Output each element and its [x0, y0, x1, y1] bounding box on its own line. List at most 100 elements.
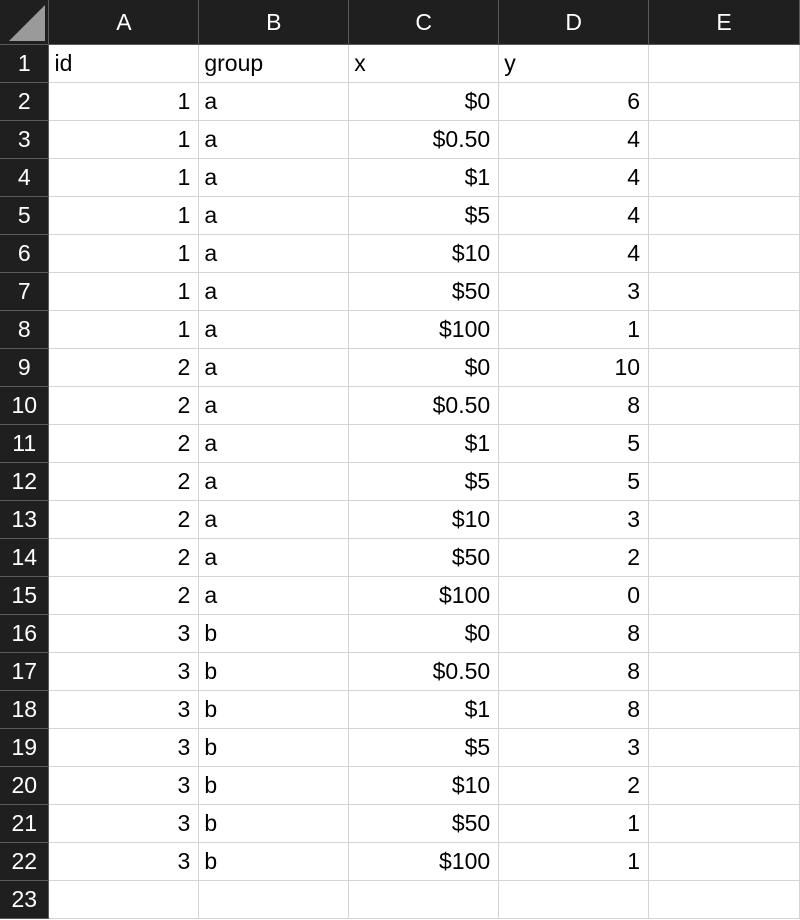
- row-header[interactable]: 17: [0, 652, 50, 691]
- cell[interactable]: a: [198, 500, 350, 539]
- cell[interactable]: 8: [498, 614, 650, 653]
- cell[interactable]: $5: [348, 196, 500, 235]
- cell[interactable]: b: [198, 766, 350, 805]
- cell[interactable]: 0: [498, 576, 650, 615]
- cell[interactable]: [648, 500, 800, 539]
- cell[interactable]: 2: [48, 538, 200, 577]
- cell[interactable]: 8: [498, 690, 650, 729]
- cell[interactable]: [648, 614, 800, 653]
- cell[interactable]: id: [48, 44, 200, 83]
- cell[interactable]: [648, 196, 800, 235]
- cell[interactable]: a: [198, 82, 350, 121]
- cell[interactable]: 8: [498, 652, 650, 691]
- cell[interactable]: [48, 880, 200, 919]
- cell[interactable]: 1: [498, 804, 650, 843]
- cell[interactable]: 10: [498, 348, 650, 387]
- cell[interactable]: [648, 842, 800, 881]
- row-header[interactable]: 18: [0, 690, 50, 729]
- cell[interactable]: 3: [498, 500, 650, 539]
- cell[interactable]: $5: [348, 728, 500, 767]
- cell[interactable]: [198, 880, 350, 919]
- cell[interactable]: $10: [348, 766, 500, 805]
- row-header[interactable]: 13: [0, 500, 50, 539]
- cell[interactable]: a: [198, 462, 350, 501]
- row-header[interactable]: 20: [0, 766, 50, 805]
- cell[interactable]: $0.50: [348, 386, 500, 425]
- row-header[interactable]: 9: [0, 348, 50, 387]
- cell[interactable]: $50: [348, 804, 500, 843]
- cell[interactable]: 1: [48, 234, 200, 273]
- cell[interactable]: $50: [348, 538, 500, 577]
- cell[interactable]: 3: [48, 766, 200, 805]
- select-all-corner[interactable]: [0, 0, 50, 45]
- cell[interactable]: 3: [498, 272, 650, 311]
- cell[interactable]: 2: [48, 348, 200, 387]
- cell[interactable]: 1: [48, 272, 200, 311]
- cell[interactable]: 2: [48, 462, 200, 501]
- cell[interactable]: b: [198, 652, 350, 691]
- cell[interactable]: $1: [348, 690, 500, 729]
- cell[interactable]: a: [198, 310, 350, 349]
- cell[interactable]: [648, 880, 800, 919]
- cell[interactable]: [348, 880, 500, 919]
- cell[interactable]: [648, 690, 800, 729]
- cell[interactable]: [648, 538, 800, 577]
- cell[interactable]: b: [198, 804, 350, 843]
- cell[interactable]: [648, 234, 800, 273]
- row-header[interactable]: 10: [0, 386, 50, 425]
- cell[interactable]: [648, 424, 800, 463]
- cell[interactable]: 2: [498, 766, 650, 805]
- cell[interactable]: [648, 158, 800, 197]
- row-header[interactable]: 15: [0, 576, 50, 615]
- cell[interactable]: $0.50: [348, 652, 500, 691]
- cell[interactable]: 1: [498, 842, 650, 881]
- cell[interactable]: [648, 804, 800, 843]
- cell[interactable]: 4: [498, 158, 650, 197]
- cell[interactable]: [648, 652, 800, 691]
- cell[interactable]: 4: [498, 196, 650, 235]
- cell[interactable]: b: [198, 690, 350, 729]
- cell[interactable]: a: [198, 348, 350, 387]
- cell[interactable]: y: [498, 44, 650, 83]
- cell[interactable]: 1: [498, 310, 650, 349]
- cell[interactable]: $1: [348, 424, 500, 463]
- row-header[interactable]: 5: [0, 196, 50, 235]
- cell[interactable]: 1: [48, 310, 200, 349]
- cell[interactable]: b: [198, 614, 350, 653]
- cell[interactable]: [648, 576, 800, 615]
- cell[interactable]: [648, 386, 800, 425]
- cell[interactable]: a: [198, 424, 350, 463]
- cell[interactable]: $100: [348, 310, 500, 349]
- cell[interactable]: $0: [348, 82, 500, 121]
- cell[interactable]: 3: [48, 728, 200, 767]
- cell[interactable]: $5: [348, 462, 500, 501]
- cell[interactable]: $10: [348, 234, 500, 273]
- row-header[interactable]: 3: [0, 120, 50, 159]
- row-header[interactable]: 19: [0, 728, 50, 767]
- row-header[interactable]: 7: [0, 272, 50, 311]
- cell[interactable]: $0: [348, 348, 500, 387]
- cell[interactable]: [648, 728, 800, 767]
- cell[interactable]: [498, 880, 650, 919]
- cell[interactable]: $0: [348, 614, 500, 653]
- column-header-a[interactable]: A: [48, 0, 200, 45]
- column-header-e[interactable]: E: [648, 0, 800, 45]
- cell[interactable]: $100: [348, 576, 500, 615]
- cell[interactable]: b: [198, 842, 350, 881]
- row-header[interactable]: 14: [0, 538, 50, 577]
- cell[interactable]: $10: [348, 500, 500, 539]
- row-header[interactable]: 11: [0, 424, 50, 463]
- row-header[interactable]: 12: [0, 462, 50, 501]
- cell[interactable]: 1: [48, 196, 200, 235]
- cell[interactable]: 4: [498, 120, 650, 159]
- row-header[interactable]: 2: [0, 82, 50, 121]
- cell[interactable]: 5: [498, 462, 650, 501]
- cell[interactable]: [648, 348, 800, 387]
- cell[interactable]: x: [348, 44, 500, 83]
- cell[interactable]: a: [198, 196, 350, 235]
- cell[interactable]: $50: [348, 272, 500, 311]
- cell[interactable]: a: [198, 576, 350, 615]
- cell[interactable]: group: [198, 44, 350, 83]
- cell[interactable]: [648, 272, 800, 311]
- cell[interactable]: 3: [48, 842, 200, 881]
